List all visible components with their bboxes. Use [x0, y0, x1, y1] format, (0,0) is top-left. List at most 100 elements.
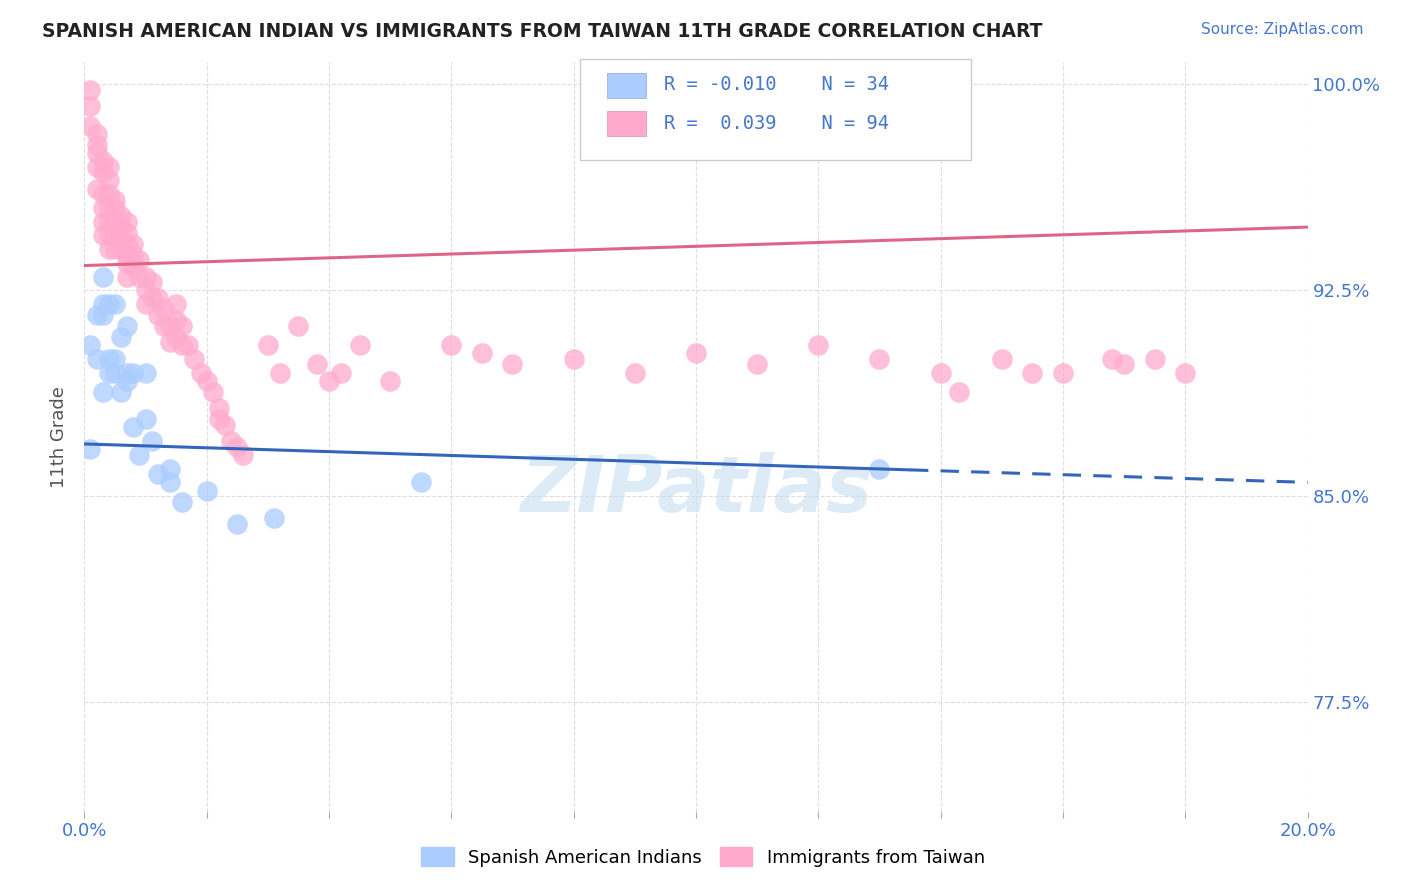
Point — [110, 242, 132, 256]
Point — [172, 338, 194, 352]
Point — [115, 236, 138, 251]
Point — [190, 366, 212, 380]
Point — [624, 366, 647, 380]
Point — [104, 242, 127, 256]
Point — [1114, 357, 1136, 371]
Point — [232, 448, 254, 462]
Point — [86, 182, 108, 196]
Point — [1052, 366, 1074, 380]
Point — [97, 297, 120, 311]
Point — [122, 366, 145, 380]
Point — [1174, 366, 1197, 380]
Point — [115, 318, 138, 333]
Point — [153, 318, 176, 333]
Point — [409, 475, 432, 490]
Point — [135, 412, 157, 426]
Point — [172, 494, 194, 508]
Point — [110, 231, 132, 245]
Point — [91, 269, 114, 284]
Point — [869, 461, 891, 475]
Point — [214, 417, 236, 432]
Point — [135, 366, 157, 380]
Point — [177, 338, 200, 352]
Point — [115, 269, 138, 284]
Text: ZIPatlas: ZIPatlas — [520, 451, 872, 527]
Text: R = -0.010    N = 34: R = -0.010 N = 34 — [664, 76, 889, 95]
Point — [115, 374, 138, 388]
Point — [380, 374, 402, 388]
Point — [79, 338, 101, 352]
Point — [146, 308, 169, 322]
Point — [97, 160, 120, 174]
Point — [79, 83, 101, 97]
Point — [86, 308, 108, 322]
Point — [86, 146, 108, 161]
Point — [115, 214, 138, 228]
Point — [122, 259, 145, 273]
Point — [128, 253, 150, 268]
Point — [287, 318, 309, 333]
Point — [115, 226, 138, 240]
Point — [86, 137, 108, 152]
Point — [86, 127, 108, 141]
Point — [141, 292, 163, 306]
Point — [104, 193, 127, 207]
Point — [86, 351, 108, 366]
Point — [159, 461, 181, 475]
FancyBboxPatch shape — [606, 73, 645, 97]
Point — [991, 351, 1014, 366]
Point — [122, 420, 145, 434]
Point — [97, 366, 120, 380]
Y-axis label: 11th Grade: 11th Grade — [51, 386, 69, 488]
Point — [159, 335, 181, 350]
Point — [226, 440, 249, 454]
Point — [91, 165, 114, 179]
Point — [165, 313, 187, 327]
Point — [91, 214, 114, 228]
Point — [104, 214, 127, 228]
Point — [146, 467, 169, 482]
Point — [135, 283, 157, 297]
Point — [330, 366, 353, 380]
Point — [104, 351, 127, 366]
Point — [91, 384, 114, 399]
Point — [195, 483, 218, 498]
Point — [183, 351, 205, 366]
FancyBboxPatch shape — [579, 59, 972, 160]
Point — [79, 99, 101, 113]
Point — [141, 275, 163, 289]
Point — [97, 173, 120, 187]
Point — [349, 338, 371, 352]
Point — [165, 330, 187, 344]
Point — [1021, 366, 1043, 380]
Point — [104, 297, 127, 311]
Point — [128, 448, 150, 462]
Point — [79, 119, 101, 133]
Point — [1101, 351, 1123, 366]
Point — [165, 297, 187, 311]
Point — [91, 201, 114, 215]
Point — [79, 442, 101, 457]
Point — [122, 247, 145, 261]
Point — [440, 338, 463, 352]
Point — [128, 269, 150, 284]
Point — [146, 292, 169, 306]
Point — [201, 384, 224, 399]
Point — [110, 220, 132, 235]
Point — [135, 269, 157, 284]
Point — [219, 434, 242, 449]
Text: R =  0.039    N = 94: R = 0.039 N = 94 — [664, 113, 889, 133]
Point — [747, 357, 769, 371]
Point — [172, 318, 194, 333]
Point — [141, 434, 163, 449]
Point — [104, 366, 127, 380]
Point — [562, 351, 585, 366]
Point — [305, 357, 328, 371]
Point — [91, 154, 114, 169]
Point — [269, 366, 291, 380]
Point — [91, 297, 114, 311]
Point — [97, 228, 120, 243]
Point — [263, 511, 285, 525]
Point — [226, 516, 249, 531]
Point — [86, 160, 108, 174]
